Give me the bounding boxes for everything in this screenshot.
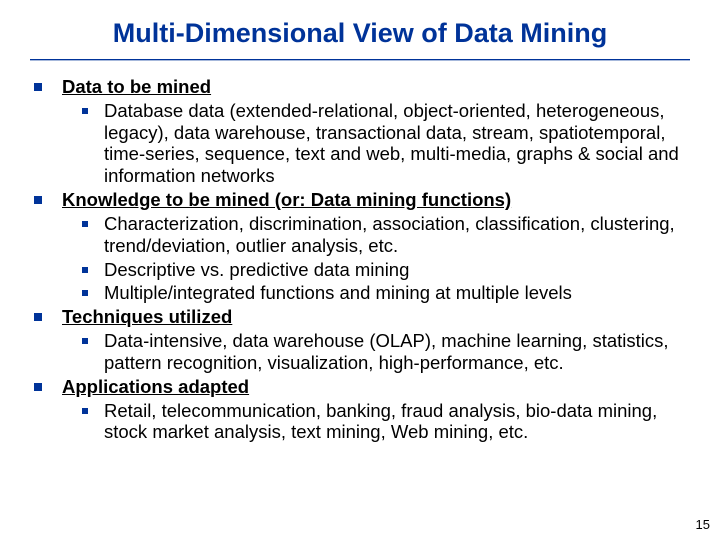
list-item: Multiple/integrated functions and mining… <box>28 282 692 304</box>
square-bullet-icon <box>82 290 88 296</box>
body-text: Database data (extended-relational, obje… <box>104 100 692 187</box>
list-item: Applications adapted <box>28 376 692 398</box>
list-item: Retail, telecommunication, banking, frau… <box>28 400 692 444</box>
slide-content: Data to be mined Database data (extended… <box>28 76 692 443</box>
body-text: Multiple/integrated functions and mining… <box>104 282 692 304</box>
square-bullet-icon <box>82 108 88 114</box>
body-text: Descriptive vs. predictive data mining <box>104 259 692 281</box>
square-bullet-icon <box>34 313 42 321</box>
slide-title: Multi-Dimensional View of Data Mining <box>28 18 692 59</box>
body-text: Data-intensive, data warehouse (OLAP), m… <box>104 330 692 374</box>
slide: Multi-Dimensional View of Data Mining Da… <box>0 0 720 540</box>
list-item: Characterization, discrimination, associ… <box>28 213 692 257</box>
square-bullet-icon <box>34 383 42 391</box>
square-bullet-icon <box>82 408 88 414</box>
title-underline <box>30 59 690 60</box>
list-item: Data-intensive, data warehouse (OLAP), m… <box>28 330 692 374</box>
square-bullet-icon <box>82 338 88 344</box>
body-text: Retail, telecommunication, banking, frau… <box>104 400 692 444</box>
square-bullet-icon <box>34 196 42 204</box>
section-heading: Knowledge to be mined (or: Data mining f… <box>62 189 692 211</box>
body-text: Characterization, discrimination, associ… <box>104 213 692 257</box>
list-item: Techniques utilized <box>28 306 692 328</box>
page-number: 15 <box>696 517 710 532</box>
section-heading: Data to be mined <box>62 76 692 98</box>
list-item: Knowledge to be mined (or: Data mining f… <box>28 189 692 211</box>
section-heading: Techniques utilized <box>62 306 692 328</box>
list-item: Database data (extended-relational, obje… <box>28 100 692 187</box>
square-bullet-icon <box>82 221 88 227</box>
square-bullet-icon <box>82 267 88 273</box>
list-item: Data to be mined <box>28 76 692 98</box>
section-heading: Applications adapted <box>62 376 692 398</box>
square-bullet-icon <box>34 83 42 91</box>
list-item: Descriptive vs. predictive data mining <box>28 259 692 281</box>
